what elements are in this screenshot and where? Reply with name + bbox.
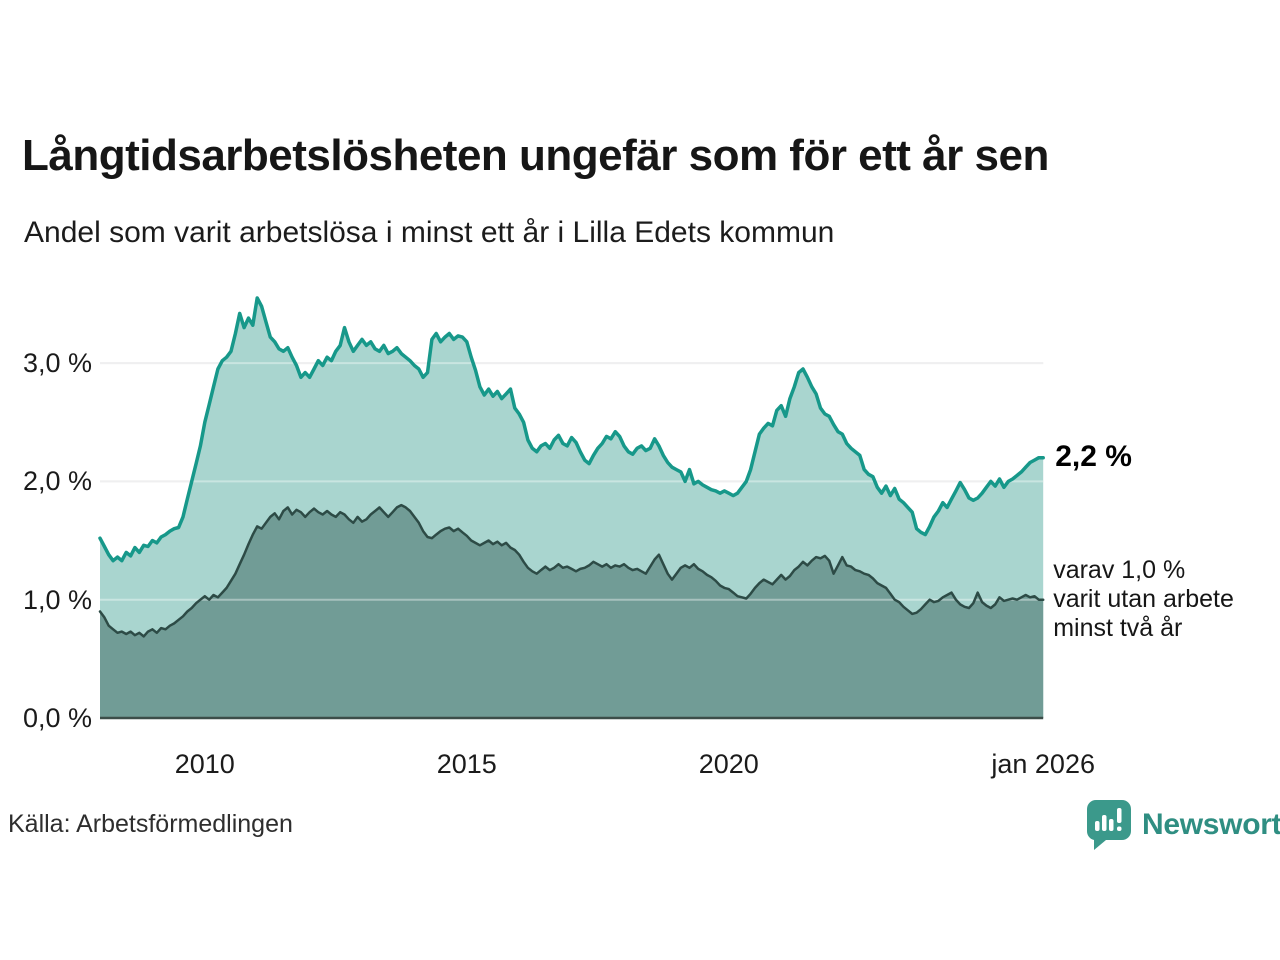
annotation-line: minst två år: [1053, 613, 1183, 642]
latest-value-label: 2,2 %: [1055, 439, 1132, 473]
y-tick-label: 0,0 %: [22, 703, 92, 733]
x-tick-label: 2015: [436, 749, 497, 779]
x-tick-label: jan 2026: [991, 749, 1095, 779]
annotation-line: varit utan arbete: [1053, 584, 1234, 613]
annotation-line: varav 1,0 %: [1053, 555, 1186, 584]
x-tick-label: 2010: [174, 749, 235, 779]
newsworthy-logo-icon: [1086, 800, 1131, 850]
x-tick-label: 2020: [698, 749, 759, 779]
chart-subtitle: Andel som varit arbetslösa i minst ett å…: [24, 216, 835, 249]
y-tick-label: 3,0 %: [22, 348, 92, 379]
series2-annotation: varav 1,0 % varit utan arbete minst två …: [1053, 556, 1234, 643]
y-tick-label: 1,0 %: [22, 584, 92, 615]
brand: Newsworthy: [1086, 798, 1280, 852]
y-tick-label: 2,0 %: [22, 466, 92, 497]
chart-title: Långtidsarbetslösheten ungefär som för e…: [22, 131, 1049, 180]
source-label: Källa: Arbetsförmedlingen: [8, 810, 293, 838]
brand-name: Newsworthy: [1142, 808, 1280, 841]
